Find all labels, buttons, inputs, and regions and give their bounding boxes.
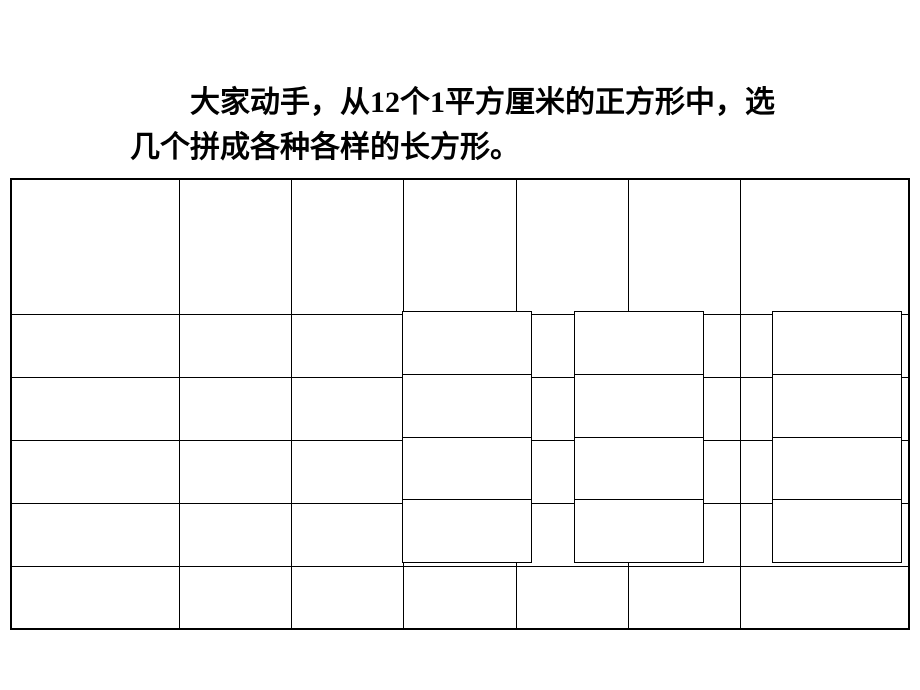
table-cell (11, 566, 179, 629)
table-cell (179, 440, 291, 503)
table-row (773, 500, 902, 563)
table-row (575, 437, 704, 500)
table-cell (292, 179, 404, 314)
table-cell (516, 179, 628, 314)
table-cell (292, 440, 404, 503)
instruction-line-1: 大家动手，从12个1平方厘米的正方形中，选 (130, 80, 870, 125)
table-cell (773, 312, 902, 375)
table-row (403, 500, 532, 563)
table-row (773, 312, 902, 375)
table-row (575, 374, 704, 437)
table-row (403, 312, 532, 375)
table-cell (404, 566, 516, 629)
table-row (11, 179, 909, 314)
table-row (403, 374, 532, 437)
table-cell (403, 500, 532, 563)
table-cell (741, 566, 909, 629)
instruction-text: 大家动手，从12个1平方厘米的正方形中，选 几个拼成各种各样的长方形。 (130, 80, 870, 170)
table-cell (11, 377, 179, 440)
table-row (11, 566, 909, 629)
table-cell (11, 179, 179, 314)
page-root: 大家动手，从12个1平方厘米的正方形中，选 几个拼成各种各样的长方形。 (0, 0, 920, 690)
table-cell (292, 377, 404, 440)
table-cell (179, 566, 291, 629)
table-cell (773, 500, 902, 563)
overlay-grid-2 (574, 311, 704, 563)
table-cell (741, 179, 909, 314)
table-cell (773, 374, 902, 437)
grid-area (10, 178, 910, 628)
overlay-grid-1 (402, 311, 532, 563)
table-cell (403, 312, 532, 375)
table-cell (575, 500, 704, 563)
table-row (773, 374, 902, 437)
table-cell (179, 314, 291, 377)
table-cell (516, 566, 628, 629)
table-cell (575, 437, 704, 500)
table-cell (575, 312, 704, 375)
table-cell (628, 179, 740, 314)
table-cell (11, 503, 179, 566)
overlay-grid-3 (772, 311, 902, 563)
table-cell (292, 566, 404, 629)
table-cell (11, 314, 179, 377)
table-cell (403, 437, 532, 500)
table-cell (628, 566, 740, 629)
table-row (575, 500, 704, 563)
table-cell (575, 374, 704, 437)
table-row (773, 437, 902, 500)
table-cell (11, 440, 179, 503)
table-cell (292, 314, 404, 377)
table-cell (179, 179, 291, 314)
table-row (575, 312, 704, 375)
table-cell (773, 437, 902, 500)
table-cell (404, 179, 516, 314)
table-cell (179, 503, 291, 566)
table-cell (179, 377, 291, 440)
table-row (403, 437, 532, 500)
instruction-line-2: 几个拼成各种各样的长方形。 (130, 125, 870, 170)
table-cell (403, 374, 532, 437)
table-cell (292, 503, 404, 566)
